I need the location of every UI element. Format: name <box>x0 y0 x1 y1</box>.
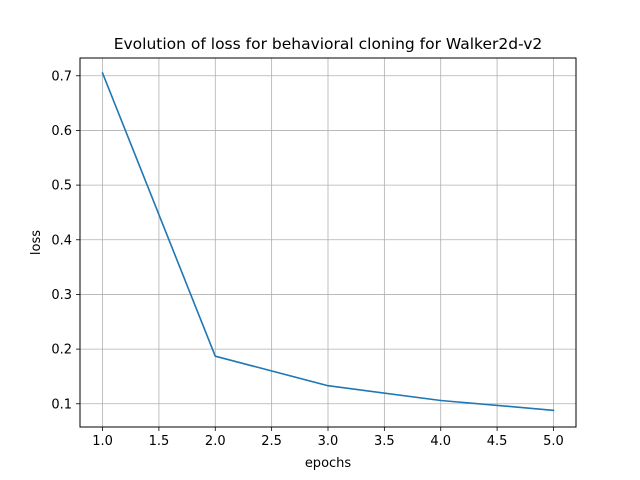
y-tick-label: 0.6 <box>51 124 72 139</box>
x-tick-label: 1.5 <box>149 434 170 449</box>
x-tick-label: 2.5 <box>261 434 282 449</box>
grid-lines <box>80 58 576 427</box>
y-tick-label: 0.1 <box>51 397 72 412</box>
x-tick-label: 1.0 <box>92 434 113 449</box>
y-tick-label: 0.5 <box>51 179 72 194</box>
y-tick-label: 0.2 <box>51 343 72 358</box>
x-tick-label: 4.5 <box>487 434 508 449</box>
x-tick-label: 3.5 <box>374 434 395 449</box>
y-tick-label: 0.7 <box>51 69 72 84</box>
x-tick-label: 5.0 <box>543 434 564 449</box>
y-axis-label: loss <box>29 230 44 255</box>
chart-title: Evolution of loss for behavioral cloning… <box>114 35 543 53</box>
axis-ticks: 1.0 1.5 2.0 2.5 3.0 3.5 4.0 4.5 5.0 0.1 0.2 0.3 0.4 0… <box>51 69 563 449</box>
y-tick-label: 0.4 <box>51 233 72 248</box>
x-tick-label: 4.0 <box>430 434 451 449</box>
x-tick-label: 2.0 <box>205 434 226 449</box>
loss-series-line <box>101 71 555 412</box>
series-lines <box>101 71 555 412</box>
x-tick-label: 3.0 <box>318 434 339 449</box>
y-tick-label: 0.3 <box>51 288 72 303</box>
x-axis-label: epochs <box>305 456 352 471</box>
